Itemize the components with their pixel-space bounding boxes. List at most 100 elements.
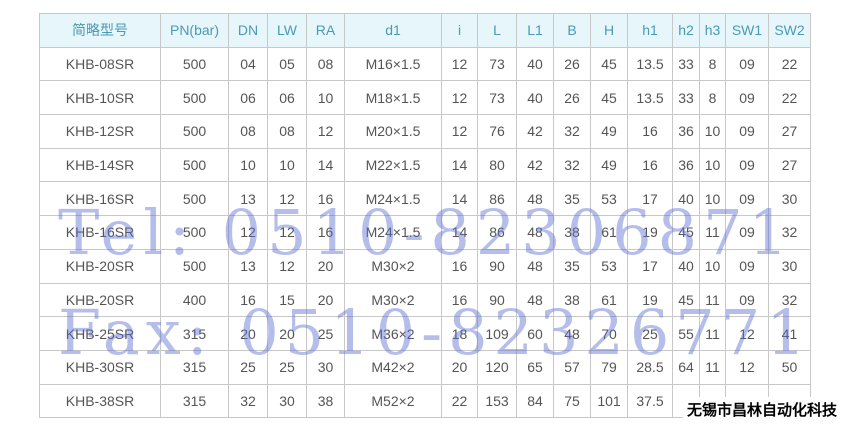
table-cell: 22 xyxy=(768,80,811,116)
table-cell: 16 xyxy=(441,282,478,318)
table-cell: 11 xyxy=(699,349,726,385)
table-cell: 53 xyxy=(590,181,628,217)
table-cell: 80 xyxy=(477,147,517,183)
table-cell: 26 xyxy=(553,80,591,116)
table-cell: 12 xyxy=(725,349,769,385)
table-cell: M16×1.5 xyxy=(344,46,442,82)
column-header: h3 xyxy=(699,13,726,48)
column-header: B xyxy=(553,13,591,48)
table-cell: 48 xyxy=(516,181,554,217)
column-header: L xyxy=(477,13,517,48)
table-cell: 153 xyxy=(477,383,517,419)
table-cell: 12 xyxy=(267,215,307,250)
table-row: KHB-30SR 315 25 25 30 M42×2 20 120 65 57 79 28.5 64 1… xyxy=(39,349,811,385)
table-cell: M30×2 xyxy=(344,248,442,284)
column-header: SW2 xyxy=(768,13,811,48)
table-cell: 38 xyxy=(553,282,591,318)
table-cell: 49 xyxy=(590,114,628,149)
table-cell: M20×1.5 xyxy=(344,114,442,149)
table-cell: KHB-14SR xyxy=(39,147,161,183)
table-cell: 25 xyxy=(627,316,673,351)
table-cell: 16 xyxy=(441,248,478,284)
table-cell: M24×1.5 xyxy=(344,181,442,217)
table-cell: 55 xyxy=(672,316,700,351)
table-cell: 60 xyxy=(516,316,554,351)
table-cell: 09 xyxy=(725,248,769,284)
table-cell: 32 xyxy=(768,215,811,250)
table-cell: 13 xyxy=(228,248,268,284)
table-cell: 12 xyxy=(267,248,307,284)
table-cell: 315 xyxy=(160,316,229,351)
table-cell: 50 xyxy=(768,349,811,385)
table-cell: 25 xyxy=(267,349,307,385)
column-header: 简略型号 xyxy=(39,13,161,48)
table-row: KHB-20SR 400 16 15 20 M30×2 16 90 48 38 61 19 45 11 09… xyxy=(39,282,811,318)
company-label: 无锡市昌林自动化科技 xyxy=(683,397,842,422)
column-header: PN(bar) xyxy=(160,13,229,48)
table-cell: 16 xyxy=(228,282,268,318)
table-cell: 14 xyxy=(306,147,345,183)
table-cell: KHB-38SR xyxy=(39,383,161,419)
table-cell: 64 xyxy=(672,349,700,385)
table-cell: 10 xyxy=(699,248,726,284)
column-header: i xyxy=(441,13,478,48)
table-cell: 12 xyxy=(441,114,478,149)
table-cell: 30 xyxy=(267,383,307,419)
table-cell: 500 xyxy=(160,46,229,82)
table-cell: 86 xyxy=(477,215,517,250)
table-cell: 12 xyxy=(725,316,769,351)
table-cell: 22 xyxy=(768,46,811,82)
table-cell: 36 xyxy=(672,114,700,149)
table-cell: M42×2 xyxy=(344,349,442,385)
table-cell: 30 xyxy=(306,349,345,385)
table-cell: 8 xyxy=(699,46,726,82)
table-cell: M24×1.5 xyxy=(344,215,442,250)
column-header: LW xyxy=(267,13,307,48)
table-cell: 22 xyxy=(441,383,478,419)
table-cell: 45 xyxy=(672,282,700,318)
table-row: KHB-25SR 315 20 20 25 M36×2 18 109 60 48 70 25 55 11 1… xyxy=(39,316,811,351)
column-header: L1 xyxy=(516,13,554,48)
table-cell: 09 xyxy=(725,215,769,250)
column-header: H xyxy=(590,13,628,48)
table-cell: 48 xyxy=(516,248,554,284)
table-cell: 16 xyxy=(306,215,345,250)
table-cell: 75 xyxy=(553,383,591,419)
table-cell: 09 xyxy=(725,147,769,183)
table-cell: 48 xyxy=(516,282,554,318)
table-cell: 16 xyxy=(627,147,673,183)
column-header: h1 xyxy=(627,13,673,48)
table-cell: 33 xyxy=(672,80,700,116)
table-row: KHB-20SR 500 13 12 20 M30×2 16 90 48 35 53 17 40 10 09… xyxy=(39,248,811,284)
table-cell: 13 xyxy=(228,181,268,217)
table-cell: 33 xyxy=(672,46,700,82)
table-cell: 65 xyxy=(516,349,554,385)
table-cell: 37.5 xyxy=(627,383,673,419)
table-cell: 09 xyxy=(725,80,769,116)
table-cell: 12 xyxy=(306,114,345,149)
table-cell: 53 xyxy=(590,248,628,284)
table-cell: M52×2 xyxy=(344,383,442,419)
table-cell: 26 xyxy=(553,46,591,82)
table-cell: 09 xyxy=(725,181,769,217)
table-cell: 18 xyxy=(441,316,478,351)
table-cell: 40 xyxy=(672,181,700,217)
table-cell: 13.5 xyxy=(627,46,673,82)
table-cell: 12 xyxy=(441,46,478,82)
table-cell: 315 xyxy=(160,383,229,419)
table-cell: 86 xyxy=(477,181,517,217)
table-cell: 15 xyxy=(267,282,307,318)
table-cell: 90 xyxy=(477,248,517,284)
table-cell: 32 xyxy=(553,114,591,149)
table-cell: 40 xyxy=(672,248,700,284)
table-cell: 32 xyxy=(768,282,811,318)
table-cell: 45 xyxy=(672,215,700,250)
table-cell: 48 xyxy=(553,316,591,351)
table-cell: 11 xyxy=(699,316,726,351)
table-cell: 40 xyxy=(516,46,554,82)
table-cell: 90 xyxy=(477,282,517,318)
table-cell: M22×1.5 xyxy=(344,147,442,183)
table-cell: 109 xyxy=(477,316,517,351)
table-cell: 500 xyxy=(160,114,229,149)
table-cell: 40 xyxy=(516,80,554,116)
